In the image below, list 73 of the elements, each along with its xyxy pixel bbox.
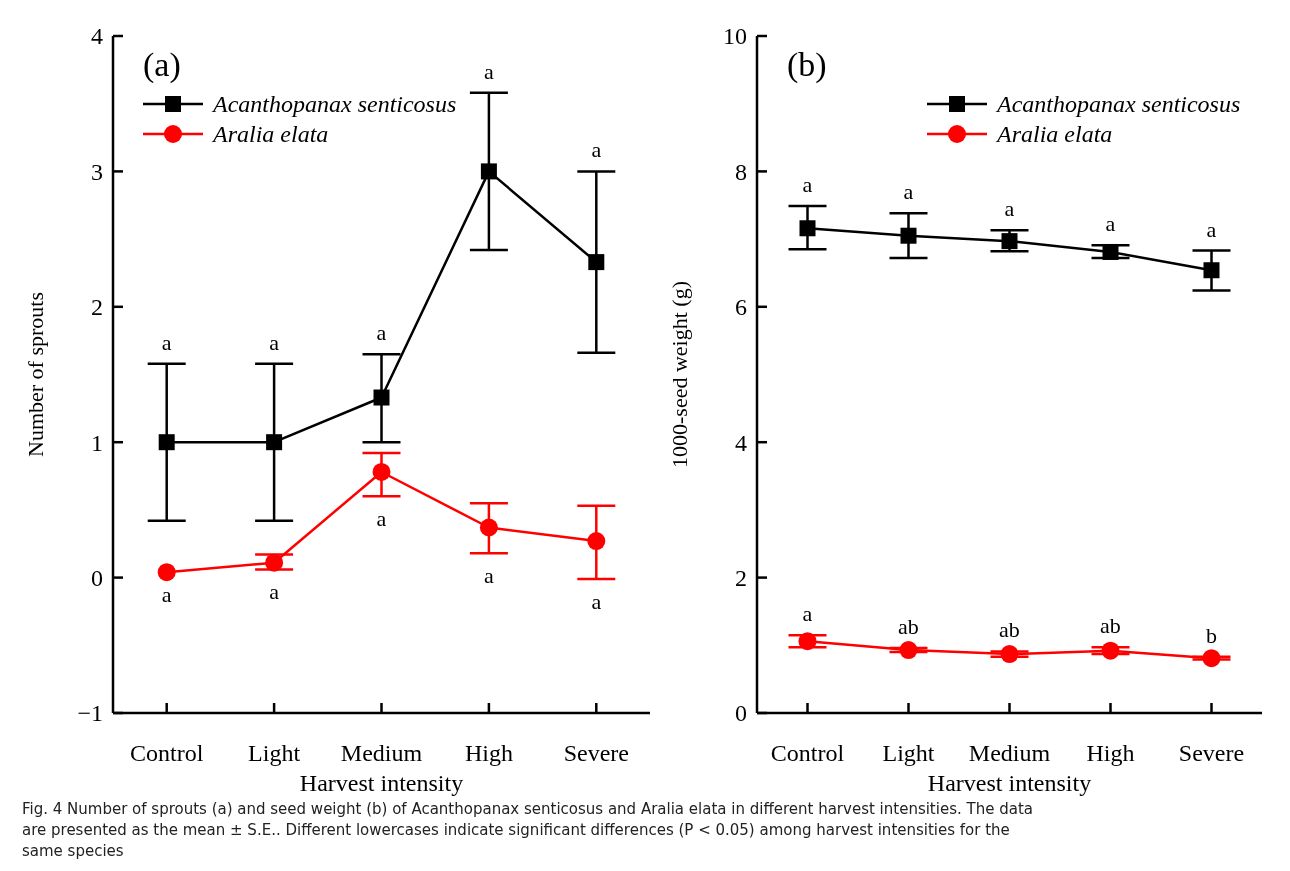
y-tick-label: 0 [735,700,747,727]
point [899,641,918,660]
point [479,518,498,537]
y-tick-label: 0 [91,565,103,591]
legend-label: Aralia elata [995,121,1113,148]
point [588,254,605,271]
y-tick-label: 1 [91,429,103,456]
annotation: a [1004,196,1015,222]
point [799,220,816,237]
x-axis-title: Harvest intensity [299,770,464,796]
annotation: ab [1100,613,1121,639]
annotation: a [161,582,172,608]
y-tick-label: 4 [91,23,103,50]
chart-title: (a) [143,46,181,84]
legend-label: Acanthopanax senticosus [995,91,1241,118]
point [373,389,390,406]
x-tick-label: Control [770,740,845,766]
annotation: a [903,179,914,205]
y-tick-label: 3 [91,158,103,185]
point [265,553,284,572]
annotation: a [802,601,813,627]
y-tick-label: 8 [735,158,747,185]
caption: Fig. 4 Number of sprouts (a) and seed weight (b) of Acanthopanax senticosus and Aralia elata in different harvest intensities. The data are presented as the mean ± S.E.. Different lowercases indicate significant differences (P < 0.05) among harvest intensities for the same species [22,800,1033,860]
annotation: a [484,563,495,589]
annotation: a [269,579,280,605]
point [1001,233,1018,250]
annotation: a [591,137,602,163]
x-axis-title: Harvest intensity [927,770,1092,796]
annotation: a [376,506,387,532]
x-tick-label: Light [882,740,935,766]
y-tick-label: 10 [723,23,747,50]
annotation: a [484,58,495,84]
annotation: b [1206,622,1217,648]
y-tick-label: 6 [735,294,747,321]
point [798,632,817,651]
point [1102,243,1119,260]
annotation: a [1206,216,1217,242]
chart-title: (b) [787,46,827,84]
point [1000,645,1019,664]
point [1101,641,1120,660]
legend-label: Acanthopanax senticosus [211,91,457,118]
annotation: a [269,329,280,355]
point [587,532,606,551]
point [158,434,175,451]
point [157,563,176,582]
y-tick-label: −1 [77,700,103,727]
y-tick-label: 2 [91,294,103,321]
annotation: ab [898,614,919,640]
point [266,434,283,451]
annotation: a [1105,211,1116,237]
x-tick-label: Control [130,740,204,766]
x-tick-label: Medium [968,740,1051,766]
y-tick-label: 2 [735,565,747,591]
x-tick-label: Severe [563,740,629,766]
annotation: ab [999,617,1020,643]
point [1202,649,1221,668]
point [372,462,391,481]
y-axis-title: Number of sprouts [23,292,48,457]
annotation: a [376,320,387,346]
y-axis-title: 1000-seed weight (g) [667,281,692,468]
point [480,163,497,180]
x-tick-label: Severe [1178,740,1245,766]
x-tick-label: Light [248,740,301,766]
point [1203,262,1220,279]
annotation: a [161,329,172,355]
y-tick-label: 4 [735,429,747,456]
annotation: a [591,588,602,614]
x-tick-label: High [464,740,513,766]
annotation: a [802,171,813,197]
legend-label: Aralia elata [211,121,329,148]
x-tick-label: High [1086,740,1135,766]
point [900,227,917,244]
x-tick-label: Medium [340,740,423,766]
